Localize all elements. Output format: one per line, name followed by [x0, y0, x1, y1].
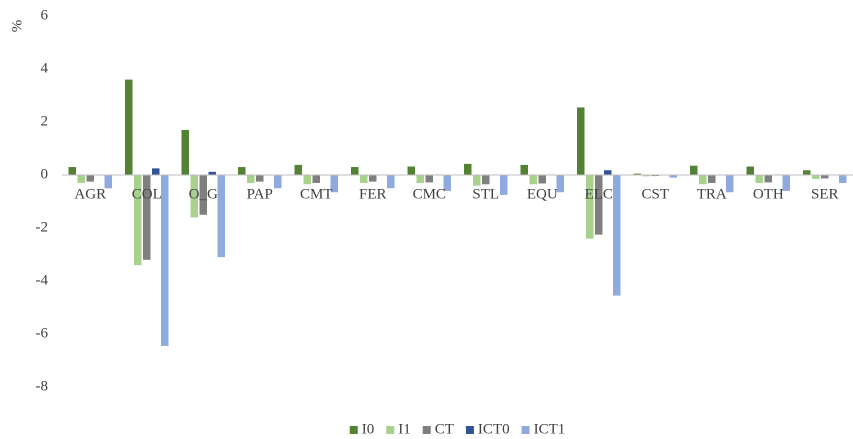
bar [586, 175, 594, 239]
bar [538, 175, 546, 184]
bar [104, 175, 112, 189]
bar [161, 175, 169, 346]
bar [520, 164, 528, 175]
bar [755, 175, 763, 183]
x-tick-label: CST [641, 186, 669, 202]
x-tick-label: STL [472, 186, 499, 202]
bar [613, 175, 621, 296]
legend-swatch [521, 426, 530, 434]
legend-swatch [386, 426, 395, 434]
bar [642, 175, 650, 177]
x-tick-label: COL [132, 186, 162, 202]
bar [577, 107, 585, 175]
x-tick-label: CMT [300, 186, 333, 202]
legend-swatch [349, 426, 358, 434]
bar [690, 165, 698, 175]
bar [529, 175, 537, 185]
bar [726, 175, 734, 193]
y-tick-label: -2 [36, 219, 49, 235]
bar [633, 173, 641, 175]
bar [708, 175, 716, 183]
bar [68, 167, 76, 175]
legend-swatch [465, 426, 474, 434]
bar [669, 175, 677, 178]
bar [247, 175, 255, 183]
y-tick-label: -4 [36, 272, 49, 288]
bar [330, 175, 338, 193]
bar [407, 166, 415, 175]
x-tick-label: OTH [753, 186, 784, 202]
bar [190, 175, 198, 218]
bar [143, 175, 151, 260]
bar [464, 163, 472, 175]
x-tick-label: O_G [189, 186, 218, 202]
bar [500, 175, 508, 195]
legend-label: I1 [398, 421, 411, 437]
y-tick-label: -6 [36, 325, 49, 341]
bar [152, 168, 160, 175]
x-tick-label: PAP [247, 186, 273, 202]
bar [199, 175, 207, 215]
bar [294, 164, 302, 175]
bar [556, 175, 564, 193]
x-tick-label: ELC [585, 186, 613, 202]
legend-label: I0 [362, 421, 375, 437]
bar [369, 175, 377, 182]
bar [416, 175, 424, 183]
bar [360, 175, 368, 183]
y-tick-label: 6 [41, 7, 49, 23]
bar [134, 175, 142, 266]
bar [595, 175, 603, 235]
bar [782, 175, 790, 191]
bar [256, 175, 264, 182]
y-tick-label: 2 [41, 113, 49, 129]
legend-swatch [422, 426, 431, 434]
bar [125, 79, 133, 175]
bar [425, 175, 433, 183]
y-tick-label: 4 [41, 60, 49, 76]
x-tick-label: TRA [697, 186, 727, 202]
legend-label: CT [435, 421, 454, 437]
legend-label: ICT0 [478, 421, 510, 437]
y-tick-label: 0 [41, 166, 49, 182]
bar [77, 175, 85, 183]
bar [217, 175, 225, 258]
x-tick-label: FER [359, 186, 387, 202]
bar [473, 175, 481, 186]
x-tick-label: CMC [413, 186, 446, 202]
bar [604, 170, 612, 175]
x-tick-label: AGR [74, 186, 106, 202]
bar [181, 129, 189, 175]
bar [699, 175, 707, 185]
bar [651, 175, 659, 177]
bar [803, 170, 811, 175]
bar [821, 175, 829, 179]
bar [839, 175, 847, 183]
bar [764, 175, 772, 183]
legend-label: ICT1 [534, 421, 566, 437]
x-tick-label: SER [811, 186, 839, 202]
bar [443, 175, 451, 191]
bar [387, 175, 395, 189]
bar [312, 175, 320, 183]
bar [351, 167, 359, 175]
bar [86, 175, 94, 182]
y-tick-label: -8 [36, 378, 49, 394]
bar [274, 175, 282, 189]
bar [746, 166, 754, 175]
y-axis-label: % [9, 20, 25, 33]
bar [238, 167, 246, 175]
bar [208, 171, 216, 175]
bar [812, 175, 820, 179]
x-tick-label: EQU [527, 186, 558, 202]
bar [303, 175, 311, 185]
bar [482, 175, 490, 185]
